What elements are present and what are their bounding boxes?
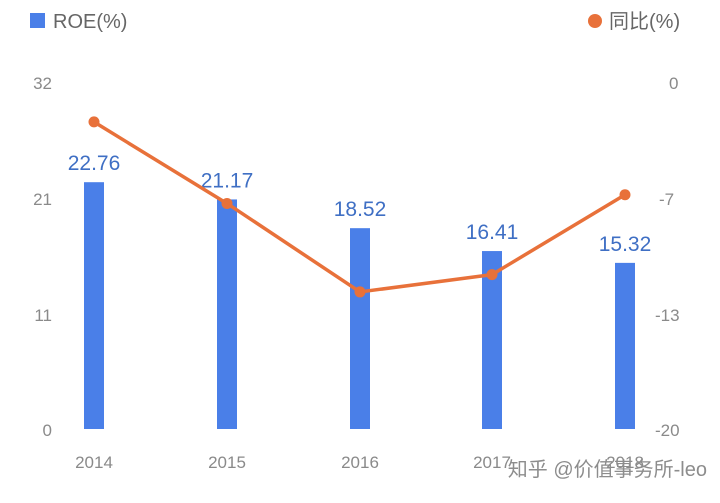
yoy-points [88, 116, 631, 298]
roe-label-2015: 21.17 [201, 169, 254, 192]
right-tick-0: 0 [669, 74, 678, 93]
x-tick-2016: 2016 [341, 453, 379, 472]
yoy-point-2015 [221, 197, 233, 209]
left-axis: 32 21 11 0 [33, 74, 52, 440]
yoy-point-2014 [88, 116, 100, 128]
legend: ROE(%) 同比(%) [30, 10, 680, 33]
left-tick-0: 0 [43, 421, 52, 440]
left-tick-11: 11 [34, 306, 52, 325]
roe-bar-2014 [84, 182, 104, 429]
roe-label-2018: 15.32 [599, 233, 652, 256]
left-tick-21: 21 [33, 190, 52, 209]
yoy-point-2018 [619, 189, 631, 201]
legend-roe-label: ROE(%) [53, 11, 127, 33]
roe-bar-2018 [615, 262, 635, 429]
roe-label-2017: 16.41 [466, 221, 519, 244]
watermark: 知乎 @价值事务所-leo [508, 458, 707, 481]
legend-roe-swatch [30, 13, 45, 28]
x-axis: 2014 2015 2016 2017 2018 [75, 453, 644, 472]
right-tick-minus-13: -13 [655, 306, 680, 325]
yoy-point-2017 [486, 269, 498, 281]
yoy-point-2016 [354, 286, 366, 298]
x-tick-2015: 2015 [208, 453, 246, 472]
legend-yoy-marker [588, 14, 602, 28]
x-tick-2017: 2017 [473, 453, 511, 472]
x-tick-2014: 2014 [75, 453, 113, 472]
roe-label-2014: 22.76 [68, 152, 121, 175]
right-axis: 0 -7 -13 -20 [655, 74, 680, 440]
left-tick-32: 32 [33, 74, 52, 93]
x-tick-2018: 2018 [606, 453, 644, 472]
right-tick-minus-7: -7 [659, 190, 674, 209]
roe-bar-2015 [217, 199, 237, 429]
legend-yoy-label: 同比(%) [609, 10, 680, 33]
roe-label-2016: 18.52 [334, 198, 387, 221]
roe-bars [84, 182, 635, 429]
roe-bar-2016 [350, 228, 370, 429]
roe-data-labels: 22.76 21.17 18.52 16.41 15.32 [68, 152, 652, 256]
roe-bar-2017 [482, 251, 502, 429]
right-tick-minus-20: -20 [655, 421, 680, 440]
